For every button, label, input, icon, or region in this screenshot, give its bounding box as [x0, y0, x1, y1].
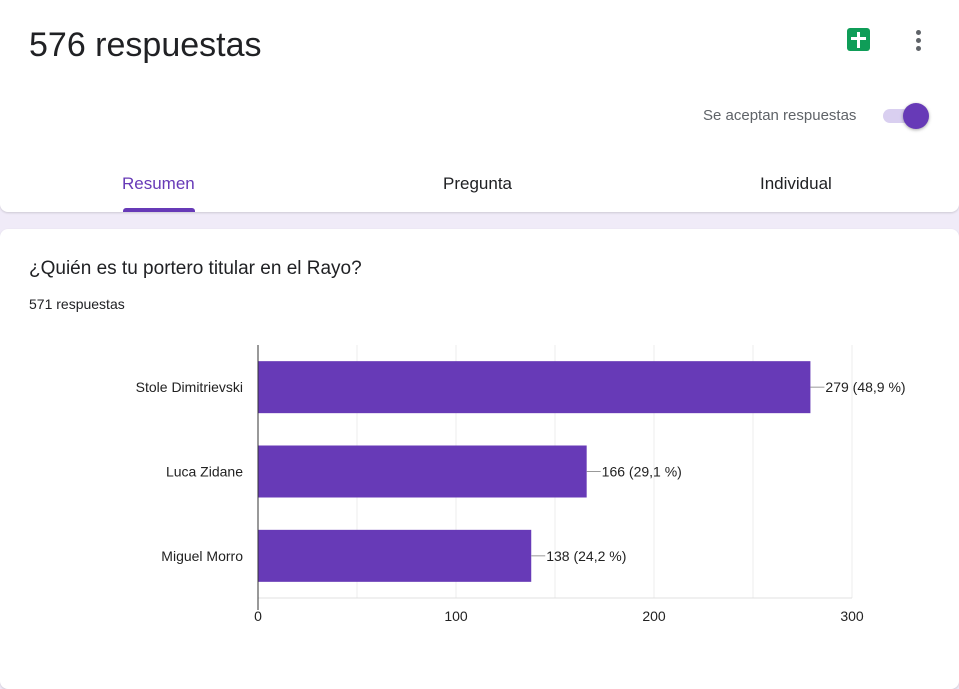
- data-label: 166 (29,1 %): [602, 464, 682, 480]
- bar: [258, 445, 587, 498]
- category-label: Luca Zidane: [166, 464, 243, 480]
- data-label: 279 (48,9 %): [825, 379, 905, 395]
- header-card: 576 respuestas Se aceptan respuestas Res…: [0, 0, 959, 212]
- bar: [258, 361, 811, 414]
- bar: [258, 529, 532, 582]
- accepting-responses-label: Se aceptan respuestas: [703, 107, 857, 124]
- page-title: 576 respuestas: [29, 26, 262, 64]
- data-label: 138 (24,2 %): [546, 548, 626, 564]
- x-tick-label: 300: [840, 608, 864, 624]
- response-count: 571 respuestas: [29, 296, 125, 312]
- tab-pregunta[interactable]: Pregunta: [443, 174, 512, 193]
- x-tick-label: 200: [642, 608, 666, 624]
- category-label: Miguel Morro: [161, 548, 243, 564]
- x-tick-label: 0: [254, 608, 262, 624]
- bar-chart: 0 100 200 300 Stole Dimitrievski 279 (48,9 %)…: [136, 345, 906, 624]
- question-title: ¿Quién es tu portero titular en el Rayo?: [29, 258, 362, 279]
- more-vert-icon[interactable]: [908, 28, 928, 52]
- tab-resumen[interactable]: Resumen: [122, 174, 195, 193]
- google-sheets-icon[interactable]: [847, 28, 870, 51]
- tab-individual[interactable]: Individual: [760, 174, 832, 193]
- category-label: Stole Dimitrievski: [136, 379, 243, 395]
- active-tab-indicator: [123, 208, 195, 212]
- x-tick-label: 100: [444, 608, 468, 624]
- accepting-responses-toggle[interactable]: [883, 103, 929, 129]
